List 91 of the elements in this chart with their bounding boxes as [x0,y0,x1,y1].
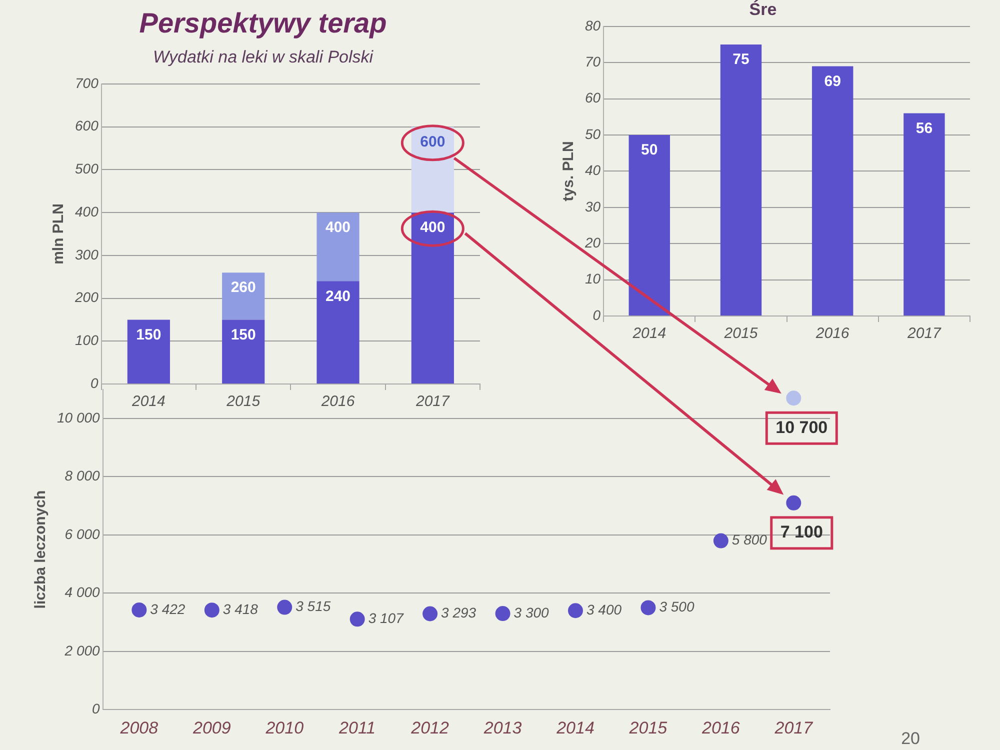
y-tick-label: 700 [75,74,99,91]
annotation: 10 700 [776,418,828,437]
x-tick-label: 2008 [119,718,159,738]
y-tick-label: 60 [584,90,601,106]
y-tick-label: 40 [584,162,601,178]
y-tick-label: 50 [584,126,601,142]
bar [127,320,170,384]
bar [222,272,265,320]
data-label: 3 422 [150,600,186,617]
y-axis-title: tys. PLN [560,141,578,202]
bar [222,320,265,384]
x-tick-label: 2015 [226,393,261,410]
point [786,390,802,406]
y-tick-label: 8 000 [64,468,100,484]
annotation: 7 100 [780,522,823,542]
data-label: 3 400 [586,602,622,618]
x-tick-label: 2017 [774,718,814,738]
x-tick-label: 2017 [906,325,942,342]
data-label: 240 [325,288,351,305]
chart-title: Śre [749,0,777,19]
x-tick-label: 2013 [482,718,522,738]
data-label: 3 500 [659,598,694,615]
data-label: 150 [230,326,256,344]
y-tick-label: 400 [75,203,99,220]
y-tick-label: 10 000 [56,409,100,426]
y-tick-label: 4 000 [64,584,100,600]
x-tick-label: 2009 [192,718,232,738]
x-tick-label: 2016 [701,718,740,738]
bar [904,113,945,316]
y-tick-label: 2 000 [64,642,100,658]
data-label: 50 [641,142,658,159]
bar [316,212,360,282]
bar [316,281,360,384]
point [422,606,438,622]
point [640,600,656,616]
data-label: 56 [916,120,933,137]
data-label: 3 107 [368,610,405,626]
y-axis-title: mln PLN [50,204,68,264]
point [713,533,728,548]
y-tick-label: 30 [584,198,601,214]
y-tick-label: 80 [584,17,601,34]
bar [628,135,670,316]
data-label: 69 [824,72,841,90]
y-tick-label: 500 [75,160,99,177]
y-tick-label: 0 [592,306,601,323]
point [568,603,583,618]
text: 20 [901,729,920,748]
y-tick-label: 6 000 [64,526,100,542]
x-tick-label: 2014 [131,393,166,410]
x-tick-label: 2016 [814,325,850,342]
point [277,600,292,615]
data-label: 75 [732,51,750,68]
bar [720,44,762,316]
y-tick-label: 600 [75,118,99,134]
x-tick-label: 2012 [410,718,450,738]
bar [411,212,454,384]
data-label: 5 800 [732,532,768,548]
y-tick-label: 10 [584,270,601,287]
data-label: 3 418 [222,600,258,617]
x-tick-label: 2015 [723,325,758,342]
point [786,495,802,510]
chart-title: Perspektywy terap [139,8,387,39]
data-label: 150 [136,326,162,344]
data-label: 400 [420,219,446,236]
x-tick-label: 2011 [338,718,376,738]
point [350,612,365,627]
x-tick-label: 2014 [632,325,666,342]
y-tick-label: 70 [584,53,601,70]
x-tick-label: 2016 [320,393,356,410]
point [204,602,220,618]
y-tick-label: 0 [92,700,100,716]
data-label: 3 515 [296,598,331,614]
x-tick-label: 2010 [264,718,304,738]
total-label: 600 [420,134,446,150]
bar [812,66,854,316]
y-tick-label: 20 [584,234,601,250]
y-tick-label: 0 [90,374,99,391]
x-tick-label: 2015 [628,718,668,738]
x-tick-label: 2017 [414,393,450,410]
total-label: 260 [230,279,256,296]
chart-subtitle: Wydatki na leki w skali Polski [152,48,374,67]
total-label: 400 [325,219,351,236]
x-tick-label: 2014 [556,718,594,738]
data-label: 3 293 [441,604,476,621]
y-axis-title: liczba leczonych [32,490,50,609]
y-tick-label: 200 [74,289,99,306]
point [495,606,510,622]
point [132,602,147,618]
data-label: 3 300 [514,604,550,620]
y-tick-label: 300 [75,246,99,262]
y-tick-label: 100 [75,332,99,348]
